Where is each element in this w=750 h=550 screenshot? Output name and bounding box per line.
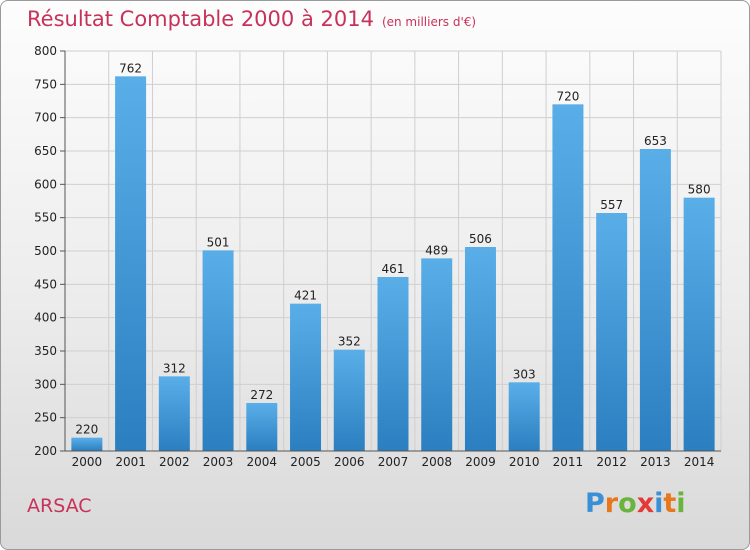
logo-letter: x bbox=[636, 488, 655, 519]
bar-value-label: 303 bbox=[513, 367, 536, 381]
bar bbox=[158, 376, 190, 451]
bar bbox=[421, 258, 453, 451]
bar-value-label: 762 bbox=[119, 61, 142, 75]
bar bbox=[202, 250, 234, 451]
bar bbox=[683, 197, 715, 451]
chart-unit: (en milliers d'€) bbox=[381, 15, 477, 29]
bar-value-label: 272 bbox=[250, 388, 273, 402]
bar bbox=[333, 349, 365, 451]
x-tick-label: 2012 bbox=[596, 455, 627, 469]
bar-value-label: 653 bbox=[644, 134, 667, 148]
x-tick-label: 2013 bbox=[640, 455, 671, 469]
logo-letter: i bbox=[676, 488, 686, 519]
logo-letter: o bbox=[618, 488, 637, 519]
y-tick-label: 250 bbox=[34, 411, 57, 425]
x-tick-label: 2011 bbox=[553, 455, 584, 469]
x-tick-label: 2009 bbox=[465, 455, 496, 469]
chart-title: Résultat Comptable 2000 à 2014 (en millie… bbox=[27, 7, 476, 31]
x-tick-label: 2006 bbox=[334, 455, 365, 469]
bar-value-label: 489 bbox=[425, 243, 448, 257]
bar-value-label: 421 bbox=[294, 289, 317, 303]
x-tick-label: 2014 bbox=[684, 455, 715, 469]
chart-title-text: Résultat Comptable 2000 à 2014 bbox=[27, 7, 374, 31]
axes bbox=[60, 50, 721, 452]
bar bbox=[377, 277, 409, 451]
y-tick-label: 750 bbox=[34, 77, 57, 91]
y-tick-label: 300 bbox=[34, 377, 57, 391]
y-tick-label: 450 bbox=[34, 277, 57, 291]
x-tick-label: 2002 bbox=[159, 455, 190, 469]
y-tick-label: 550 bbox=[34, 211, 57, 225]
bar-value-label: 720 bbox=[556, 89, 579, 103]
logo-letter: t bbox=[663, 488, 677, 519]
bar-value-label: 501 bbox=[207, 235, 230, 249]
commune-name: ARSAC bbox=[27, 495, 92, 517]
logo-letter: i bbox=[654, 488, 664, 519]
x-tick-label: 2000 bbox=[72, 455, 103, 469]
bar-value-label: 461 bbox=[382, 262, 405, 276]
bar bbox=[552, 104, 584, 451]
bar bbox=[115, 76, 147, 451]
x-tick-label: 2005 bbox=[290, 455, 321, 469]
x-tick-label: 2007 bbox=[378, 455, 409, 469]
x-tick-label: 2008 bbox=[421, 455, 452, 469]
bar bbox=[71, 437, 103, 451]
bars bbox=[71, 76, 715, 451]
labels: 200 250 300 350 400 450 500 550 600 650 700 750 800 2… bbox=[34, 44, 714, 469]
bar-value-label: 557 bbox=[600, 198, 623, 212]
y-tick-label: 200 bbox=[34, 444, 57, 458]
bar bbox=[464, 247, 496, 451]
logo-letter: P bbox=[585, 488, 605, 519]
bar-value-label: 352 bbox=[338, 335, 361, 349]
y-tick-label: 800 bbox=[34, 44, 57, 58]
y-tick-label: 350 bbox=[34, 344, 57, 358]
y-tick-label: 650 bbox=[34, 144, 57, 158]
bar-value-label: 220 bbox=[75, 423, 98, 437]
x-tick-label: 2003 bbox=[203, 455, 234, 469]
bar bbox=[639, 149, 671, 451]
y-tick-label: 400 bbox=[34, 311, 57, 325]
x-tick-label: 2004 bbox=[247, 455, 278, 469]
bar bbox=[246, 403, 278, 451]
y-tick-label: 500 bbox=[34, 244, 57, 258]
bar bbox=[290, 303, 322, 451]
logo-letter: r bbox=[604, 488, 619, 519]
y-tick-label: 700 bbox=[34, 111, 57, 125]
bar-value-label: 506 bbox=[469, 232, 492, 246]
x-tick-label: 2001 bbox=[115, 455, 146, 469]
bar bbox=[508, 382, 540, 451]
bar-value-label: 580 bbox=[688, 183, 711, 197]
bar-value-label: 312 bbox=[163, 361, 186, 375]
bar bbox=[596, 213, 628, 451]
proxiti-logo[interactable]: Proxiti bbox=[585, 488, 686, 519]
y-tick-label: 600 bbox=[34, 177, 57, 191]
x-tick-label: 2010 bbox=[509, 455, 540, 469]
